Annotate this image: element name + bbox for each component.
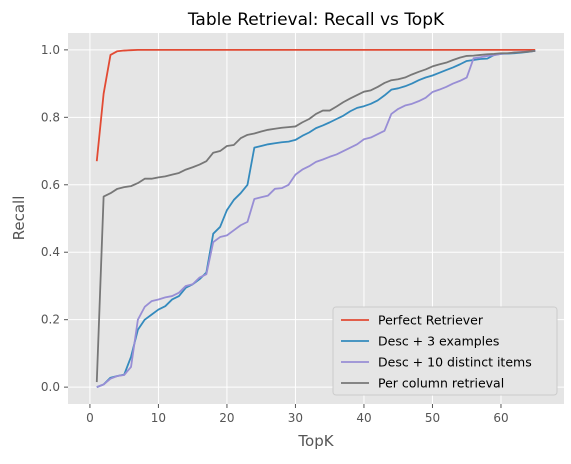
legend-label: Desc + 10 distinct items bbox=[378, 355, 532, 370]
x-tick-layer: 0 10 20 30 40 50 60 bbox=[86, 404, 509, 425]
x-tick-label: 20 bbox=[219, 411, 234, 425]
series-line-desc-3-examples bbox=[96, 49, 536, 388]
y-tick-label: 0.4 bbox=[41, 245, 60, 259]
x-tick-label: 40 bbox=[356, 411, 371, 425]
series-line-desc-10-distinct-items bbox=[96, 49, 536, 388]
legend: Perfect Retriever Desc + 3 examples Desc +… bbox=[332, 306, 558, 396]
x-tick-label: 0 bbox=[86, 411, 94, 425]
y-tick-label: 0.8 bbox=[41, 110, 60, 124]
grid-layer bbox=[68, 33, 564, 404]
series-layer bbox=[95, 48, 536, 388]
x-axis-label: TopK bbox=[297, 432, 334, 450]
y-tick-label: 1.0 bbox=[41, 43, 60, 57]
x-tick-label: 50 bbox=[425, 411, 440, 425]
y-tick-label: 0.0 bbox=[41, 380, 60, 394]
series-line-perfect-retriever bbox=[95, 48, 536, 162]
x-tick-label: 60 bbox=[493, 411, 508, 425]
legend-label: Desc + 3 examples bbox=[378, 334, 499, 349]
y-tick-label: 0.2 bbox=[41, 313, 60, 327]
x-tick-label: 10 bbox=[151, 411, 166, 425]
y-tick-label: 0.6 bbox=[41, 178, 60, 192]
series-line-per-column-retrieval bbox=[95, 49, 536, 383]
chart-title: Table Retrieval: Recall vs TopK bbox=[187, 10, 445, 30]
legend-label: Perfect Retriever bbox=[378, 313, 484, 328]
legend-entries: Perfect Retriever Desc + 3 examples Desc +… bbox=[341, 313, 532, 391]
legend-box bbox=[332, 306, 558, 396]
x-tick-label: 30 bbox=[288, 411, 303, 425]
y-tick-layer: 0.0 0.2 0.4 0.6 0.8 1.0 bbox=[41, 43, 68, 394]
legend-label: Per column retrieval bbox=[378, 376, 504, 391]
y-axis-label: Recall bbox=[10, 196, 28, 241]
